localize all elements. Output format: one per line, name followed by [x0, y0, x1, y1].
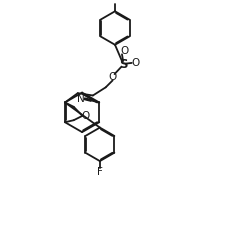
- Text: O: O: [81, 111, 90, 121]
- Text: F: F: [97, 167, 103, 176]
- Text: O: O: [109, 72, 117, 82]
- Text: O: O: [120, 46, 128, 56]
- Text: S: S: [119, 58, 127, 71]
- Text: O: O: [132, 58, 140, 68]
- Text: N: N: [77, 94, 85, 104]
